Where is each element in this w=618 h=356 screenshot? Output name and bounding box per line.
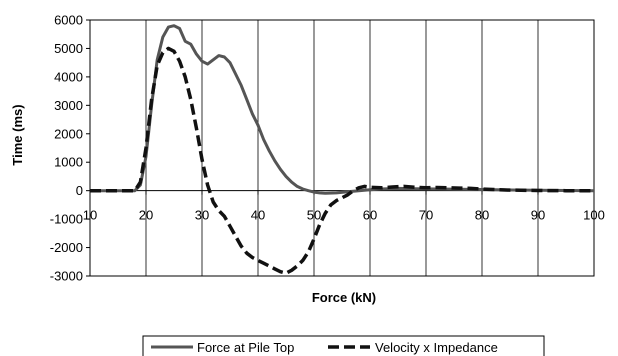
- legend-label-force-at-pile-top: Force at Pile Top: [197, 340, 294, 355]
- legend: Force at Pile Top Velocity x Impedance: [142, 335, 545, 356]
- x-tick-label-10: 10: [83, 208, 97, 223]
- legend-label-velocity-x-impedance: Velocity x Impedance: [375, 340, 498, 355]
- y-tick-labels: 6000 5000 4000 3000 2000 1000 0 -1000 -2000 -3000: [50, 13, 83, 284]
- x-tick-label-60: 60: [363, 208, 377, 223]
- x-tick-label-90: 90: [531, 208, 545, 223]
- y-tick-label--1000: -1000: [50, 212, 83, 227]
- x-tick-label-70: 70: [419, 208, 433, 223]
- x-tick-label-40: 40: [251, 208, 265, 223]
- y-tick-label-2000: 2000: [54, 126, 83, 141]
- x-tick-label-50: 50: [307, 208, 321, 223]
- series-line-force-at-pile-top: [90, 24, 595, 195]
- y-tick-label-5000: 5000: [54, 41, 83, 56]
- y-tick-label-1000: 1000: [54, 155, 83, 170]
- grid-lines: [145, 20, 539, 276]
- legend-box: [142, 335, 545, 356]
- y-axis-title: Time (ms): [10, 104, 25, 165]
- y-tick-label-3000: 3000: [54, 98, 83, 113]
- plot-frame: [89, 19, 595, 277]
- x-tick-label-80: 80: [475, 208, 489, 223]
- x-tick-labels: 10 20 30 40 50 60 70 80 90 100: [83, 208, 605, 223]
- y-tick-label--3000: -3000: [50, 269, 83, 284]
- x-tick-label-100: 100: [583, 208, 605, 223]
- y-tick-label-0: 0: [76, 183, 83, 198]
- y-tick-label-4000: 4000: [54, 69, 83, 84]
- y-tick-label-6000: 6000: [54, 13, 83, 28]
- x-tick-label-20: 20: [139, 208, 153, 223]
- x-axis-title: Force (kN): [312, 290, 376, 305]
- series-line-velocity-x-impedance: [90, 46, 594, 275]
- y-tick-label--2000: -2000: [50, 240, 83, 255]
- x-tick-label-30: 30: [195, 208, 209, 223]
- series-lines: [90, 24, 595, 275]
